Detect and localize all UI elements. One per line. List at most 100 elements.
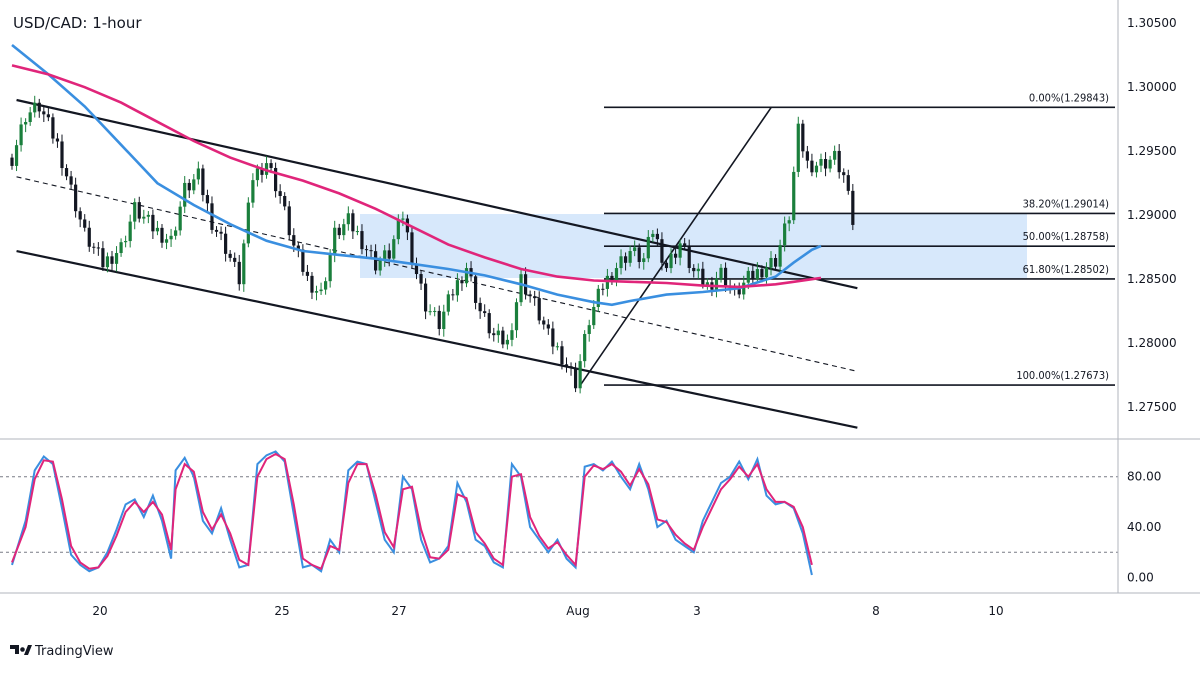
candle-body (696, 268, 700, 272)
candle-body (246, 202, 250, 244)
candle-body (342, 224, 346, 236)
candle-body (464, 268, 469, 284)
candle-body (537, 298, 541, 321)
candle-body (778, 245, 782, 267)
candle-body (510, 330, 514, 340)
time-tick-label: 3 (693, 604, 701, 618)
candle-body (596, 288, 600, 307)
stochastic-tick-label: 80.00 (1127, 470, 1161, 484)
candle-body (369, 250, 373, 252)
candle-body (64, 168, 69, 177)
candle-body (578, 361, 582, 389)
candle-body (78, 211, 82, 220)
candle-body (719, 267, 723, 279)
price-axis[interactable]: 1.30500 1.30000 1.29500 1.29000 1.28500 1.280… (1127, 16, 1177, 414)
candle-body (196, 168, 200, 180)
fib-level-label: 100.00%(1.27673) (1016, 369, 1109, 382)
candle-body (796, 123, 800, 172)
candle-body (146, 214, 150, 217)
price-tick-label: 1.29500 (1127, 144, 1177, 158)
candle-body (660, 239, 664, 263)
candle-body (573, 368, 578, 389)
fib-level-label: 38.20%(1.29014) (1023, 197, 1110, 210)
time-tick-label: 27 (391, 604, 406, 618)
candle-body (642, 258, 646, 263)
stochastic-axis[interactable]: 80.00 40.00 0.00 (1127, 470, 1161, 585)
candle-body (623, 256, 628, 263)
candle-body (33, 102, 37, 113)
candle-body (742, 282, 746, 295)
moving-average-fast (11, 43, 822, 307)
candle-body (42, 111, 46, 115)
candle-body (551, 328, 555, 347)
candle-body (801, 123, 805, 152)
candle-body (546, 324, 550, 329)
trendline-swing (579, 107, 772, 386)
stochastic-levels (0, 476, 1118, 553)
candle-body (433, 310, 437, 312)
candle-body (69, 176, 73, 185)
candle-body (637, 247, 641, 263)
candle-body (751, 270, 755, 280)
candle-body (114, 253, 119, 264)
time-tick-label: 20 (92, 604, 107, 618)
candle-body (142, 216, 146, 219)
candle-body (242, 243, 246, 285)
candle-body (51, 117, 55, 139)
candle-body (473, 276, 478, 303)
candle-body (519, 274, 523, 303)
candle-body (19, 124, 23, 146)
candle-body (787, 220, 791, 224)
stochastic-tick-label: 40.00 (1127, 520, 1161, 534)
candle-body (101, 248, 105, 268)
candle-body (351, 213, 355, 232)
candle-body (601, 288, 605, 290)
chart-title: USD/CAD: 1-hour (13, 14, 142, 32)
price-tick-label: 1.30000 (1127, 80, 1177, 94)
candle-body (737, 287, 741, 295)
candle-body (569, 366, 573, 369)
candle-body (773, 257, 778, 267)
candle-body (28, 112, 32, 123)
time-axis[interactable]: 20 25 27 Aug 3 8 10 (92, 604, 1003, 618)
candle-body (269, 163, 273, 168)
candle-body (192, 179, 196, 191)
candle-body (301, 249, 305, 272)
candle-body (505, 339, 510, 345)
candle-body (155, 227, 160, 232)
candle-body (446, 294, 450, 312)
candle-body (819, 159, 823, 166)
candle-body (501, 330, 505, 345)
candle-body (96, 247, 100, 249)
candle-body (260, 168, 264, 175)
fib-level-label: 61.80%(1.28502) (1023, 263, 1110, 276)
candle-body (673, 253, 678, 258)
candle-body (492, 333, 496, 336)
candle-body (419, 274, 423, 284)
candle-body (201, 168, 205, 196)
candle-body (564, 364, 569, 367)
candle-body (842, 172, 846, 176)
candle-body (587, 325, 591, 334)
candle-body (374, 251, 378, 271)
candle-body (396, 219, 400, 240)
candle-body (60, 141, 64, 169)
candle-body (360, 231, 364, 250)
candle-body (401, 218, 405, 220)
candle-body (496, 330, 500, 336)
price-tick-label: 1.28500 (1127, 272, 1177, 286)
candle-body (805, 151, 809, 161)
candle-body (823, 159, 828, 169)
candle-body (160, 227, 164, 243)
candle-body (669, 253, 673, 269)
candle-body (687, 246, 691, 268)
candle-body (219, 231, 223, 234)
tradingview-logo[interactable]: TradingView (10, 644, 114, 659)
candle-body (478, 302, 482, 312)
candle-body (378, 260, 382, 271)
candle-body (183, 182, 187, 207)
price-tick-label: 1.30500 (1127, 16, 1177, 30)
candle-body (24, 122, 28, 125)
moving-average-slow (11, 64, 822, 289)
candle-body (346, 213, 350, 225)
